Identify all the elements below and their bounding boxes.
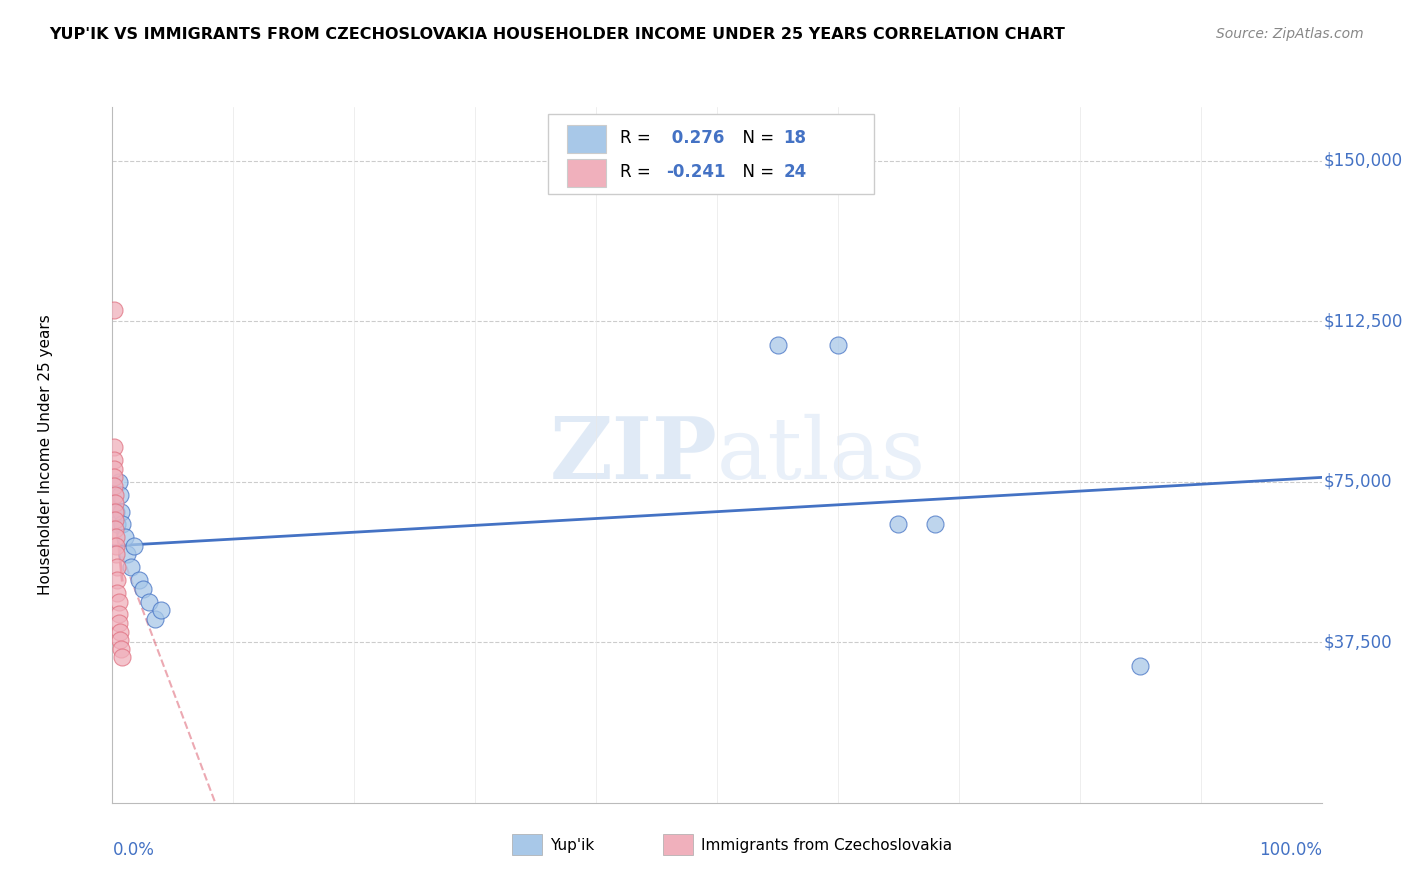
Point: [103, 462, 125, 476]
Point: [105, 530, 128, 544]
Bar: [662, 834, 693, 855]
Text: atlas: atlas: [717, 413, 927, 497]
Text: $150,000: $150,000: [1324, 152, 1403, 169]
Point: [107, 594, 129, 608]
Text: 18: 18: [783, 129, 807, 147]
Point: [132, 582, 155, 596]
Point: [111, 517, 134, 532]
Point: [115, 548, 138, 562]
Point: [108, 624, 131, 639]
Point: [110, 641, 132, 656]
Text: Yup'ik: Yup'ik: [550, 838, 595, 853]
Text: Householder Income Under 25 years: Householder Income Under 25 years: [38, 315, 53, 595]
Point: [110, 505, 132, 519]
Point: [107, 607, 129, 622]
Point: [103, 479, 125, 493]
Text: N =: N =: [731, 162, 779, 180]
Point: [138, 594, 160, 608]
Point: [105, 548, 128, 562]
Point: [108, 633, 131, 648]
Point: [107, 475, 129, 489]
Point: [104, 487, 127, 501]
Point: [103, 441, 125, 455]
Point: [104, 496, 127, 510]
Point: [114, 530, 136, 544]
Text: 100.0%: 100.0%: [1258, 841, 1322, 859]
Point: [105, 586, 128, 600]
Text: N =: N =: [731, 129, 779, 147]
Point: [128, 573, 150, 587]
Point: [107, 615, 129, 630]
FancyBboxPatch shape: [548, 114, 875, 194]
Text: 0.0%: 0.0%: [112, 841, 155, 859]
Text: $75,000: $75,000: [1324, 473, 1392, 491]
Text: $37,500: $37,500: [1324, 633, 1393, 651]
Text: Immigrants from Czechoslovakia: Immigrants from Czechoslovakia: [702, 838, 952, 853]
Point: [105, 505, 128, 519]
Point: [105, 517, 128, 532]
Point: [105, 573, 128, 587]
Point: [103, 470, 125, 484]
Point: [104, 505, 127, 519]
Bar: [567, 159, 606, 187]
Point: [143, 612, 166, 626]
Point: [111, 650, 134, 665]
Point: [120, 560, 142, 574]
Point: [1129, 658, 1152, 673]
Text: $112,500: $112,500: [1324, 312, 1403, 330]
Text: 24: 24: [783, 162, 807, 180]
Point: [766, 337, 789, 351]
Text: R =: R =: [620, 129, 657, 147]
Text: 0.276: 0.276: [666, 129, 724, 147]
Point: [108, 487, 131, 501]
Point: [924, 517, 946, 532]
Text: -0.241: -0.241: [666, 162, 725, 180]
Point: [105, 560, 128, 574]
Text: ZIP: ZIP: [550, 413, 717, 497]
Point: [103, 453, 125, 467]
Point: [827, 337, 849, 351]
Point: [149, 603, 172, 617]
Point: [887, 517, 910, 532]
Point: [122, 539, 145, 553]
Point: [104, 522, 127, 536]
Bar: [567, 126, 606, 153]
Text: YUP'IK VS IMMIGRANTS FROM CZECHOSLOVAKIA HOUSEHOLDER INCOME UNDER 25 YEARS CORRE: YUP'IK VS IMMIGRANTS FROM CZECHOSLOVAKIA…: [49, 27, 1066, 42]
Text: R =: R =: [620, 162, 657, 180]
Point: [104, 513, 127, 527]
Point: [103, 303, 125, 318]
Text: Source: ZipAtlas.com: Source: ZipAtlas.com: [1216, 27, 1364, 41]
Point: [105, 539, 128, 553]
Bar: [512, 834, 541, 855]
